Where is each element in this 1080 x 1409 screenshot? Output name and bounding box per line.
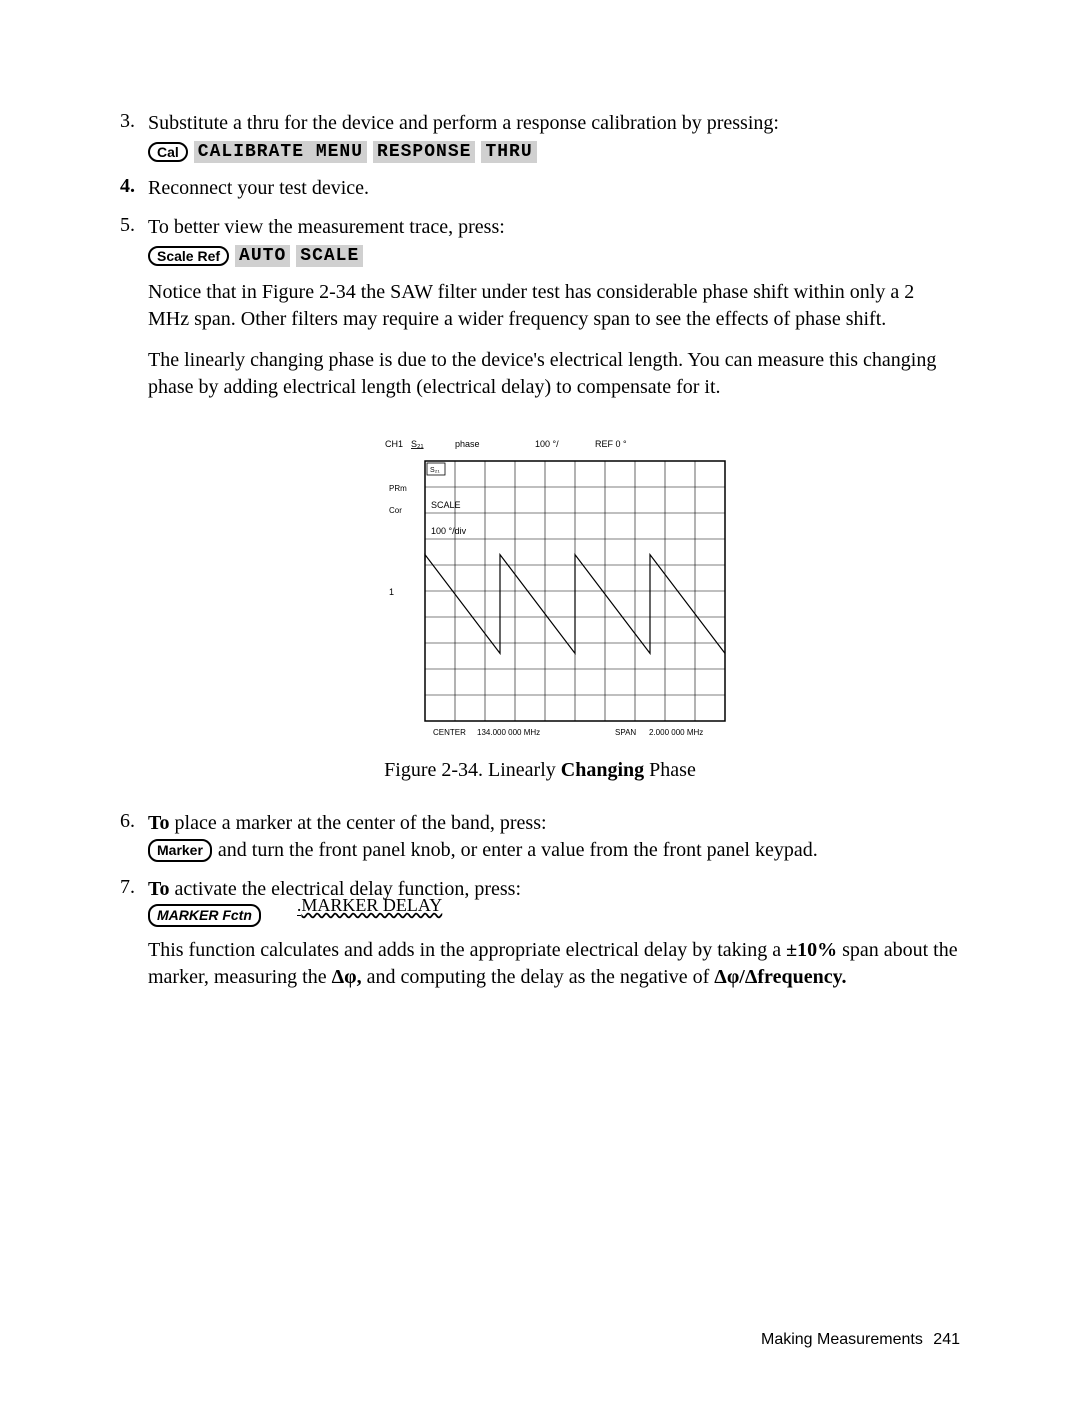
svg-text:REF 0 °: REF 0 ° bbox=[595, 439, 627, 449]
step-4-num: 4. bbox=[120, 175, 148, 198]
pm10: ±10% bbox=[786, 939, 837, 961]
svg-text:SCALE: SCALE bbox=[431, 500, 461, 510]
ratio: Δφ/Δfrequency. bbox=[714, 966, 846, 988]
thru-softkey: THRU bbox=[481, 141, 536, 163]
step-3-text: Substitute a thru for the device and per… bbox=[148, 110, 960, 137]
calibrate-menu-softkey: CALIBRATE MENU bbox=[194, 141, 367, 163]
phase-chart: CH1 S₂₁ phase 100 °/ REF 0 ° S₂₁ PRm Cor 1 SCALE 1… bbox=[345, 431, 735, 751]
step-6-after: and turn the front panel knob, or enter … bbox=[218, 837, 818, 864]
step-4: 4. Reconnect your test device. bbox=[120, 175, 960, 202]
svg-text:2.000 000 MHz: 2.000 000 MHz bbox=[649, 728, 703, 737]
auto-softkey: AUTO bbox=[235, 245, 290, 267]
step-4-text: Reconnect your test device. bbox=[148, 175, 960, 202]
svg-text:100 °/div: 100 °/div bbox=[431, 526, 467, 536]
delta-phi: Δφ, bbox=[332, 966, 362, 988]
step-7-pre: This function calculates and adds in the… bbox=[148, 939, 786, 961]
step-3: 3. Substitute a thru for the device and … bbox=[120, 110, 960, 163]
scale-softkey: SCALE bbox=[296, 245, 363, 267]
step-7-para: This function calculates and adds in the… bbox=[148, 937, 960, 991]
page-footer: Making Measurements 241 bbox=[761, 1331, 960, 1349]
figure-caption: Figure 2-34. Linearly Changing Phase bbox=[120, 759, 960, 782]
svg-text:PRm: PRm bbox=[389, 484, 407, 493]
svg-text:CH1: CH1 bbox=[385, 439, 403, 449]
step-3-num: 3. bbox=[120, 110, 148, 133]
step-5-para1: Notice that in Figure 2-34 the SAW filte… bbox=[148, 279, 960, 333]
svg-text:SPAN: SPAN bbox=[615, 728, 636, 737]
figure-2-34: CH1 S₂₁ phase 100 °/ REF 0 ° S₂₁ PRm Cor 1 SCALE 1… bbox=[120, 431, 960, 782]
step-7-key-line: MARKER Fctn .MARKER DELAY bbox=[148, 903, 960, 927]
svg-text:S₂₁: S₂₁ bbox=[430, 467, 440, 474]
marker-fctn-key: MARKER Fctn bbox=[148, 904, 261, 927]
caption-bold: Changing bbox=[561, 759, 644, 781]
step-6-num: 6. bbox=[120, 810, 148, 833]
step-6-rest: place a marker at the center of the band… bbox=[170, 812, 547, 834]
step-5-keys: Scale Ref AUTO SCALE bbox=[148, 245, 960, 267]
step-6-to: To bbox=[148, 812, 170, 834]
step-7-mid2: and computing the delay as the negative … bbox=[362, 966, 715, 988]
cal-key: Cal bbox=[148, 142, 188, 162]
svg-text:100 °/: 100 °/ bbox=[535, 439, 559, 449]
step-6-text: To place a marker at the center of the b… bbox=[148, 810, 960, 837]
step-3-keys: Cal CALIBRATE MENU RESPONSE THRU bbox=[148, 141, 960, 163]
footer-page: 241 bbox=[933, 1331, 960, 1348]
step-7-text: To activate the electrical delay functio… bbox=[148, 876, 960, 903]
marker-delay-label: .MARKER DELAY bbox=[297, 893, 442, 917]
step-7-num: 7. bbox=[120, 876, 148, 899]
step-5: 5. To better view the measurement trace,… bbox=[120, 214, 960, 401]
svg-text:134.000 000 MHz: 134.000 000 MHz bbox=[477, 728, 540, 737]
svg-text:S₂₁: S₂₁ bbox=[411, 439, 424, 449]
svg-text:phase: phase bbox=[455, 439, 480, 449]
step-6-key-line: Marker and turn the front panel knob, or… bbox=[148, 837, 960, 864]
step-5-para2: The linearly changing phase is due to th… bbox=[148, 347, 960, 401]
step-5-text: To better view the measurement trace, pr… bbox=[148, 214, 960, 241]
scale-ref-key: Scale Ref bbox=[148, 246, 229, 266]
footer-text: Making Measurements bbox=[761, 1331, 923, 1348]
step-6: 6. To place a marker at the center of th… bbox=[120, 810, 960, 864]
step-5-num: 5. bbox=[120, 214, 148, 237]
caption-post: Phase bbox=[644, 759, 696, 781]
svg-text:Cor: Cor bbox=[389, 506, 402, 515]
response-softkey: RESPONSE bbox=[373, 141, 475, 163]
svg-text:CENTER: CENTER bbox=[433, 728, 466, 737]
caption-pre: Figure 2-34. Linearly bbox=[384, 759, 561, 781]
marker-key: Marker bbox=[148, 839, 212, 862]
step-7: 7. To activate the electrical delay func… bbox=[120, 876, 960, 991]
svg-text:1: 1 bbox=[389, 587, 394, 597]
step-7-to: To bbox=[148, 878, 170, 900]
